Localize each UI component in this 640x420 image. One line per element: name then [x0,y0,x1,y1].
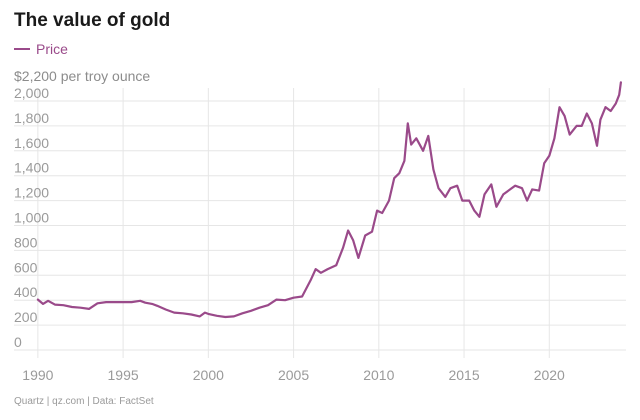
source-note: Quartz | qz.com | Data: FactSet [14,396,154,407]
grid-lines [14,88,626,358]
y-tick-label: 2,000 [14,85,49,101]
x-tick-label: 1995 [108,367,139,383]
chart-title: The value of gold [14,10,171,31]
x-tick-labels: 1990 1995 2000 2005 2010 2015 2020 [22,367,565,383]
x-tick-label: 2000 [193,367,224,383]
x-tick-label: 2020 [534,367,565,383]
y-tick-label: 600 [14,259,38,275]
series-layer [36,81,623,319]
y-tick-label: 1,000 [14,210,49,226]
y-tick-label: 1,200 [14,185,49,201]
x-tick-label: 2015 [448,367,479,383]
y-tick-label: 200 [14,309,38,325]
series-line-price [36,81,623,319]
y-tick-label: 400 [14,284,38,300]
y-tick-label: 0 [14,334,22,350]
legend-label: Price [36,41,68,57]
x-tick-label: 1990 [22,367,53,383]
legend: Price [14,41,68,57]
y-axis-label: $2,200 per troy ounce [14,68,151,84]
x-tick-label: 2010 [363,367,394,383]
y-tick-label: 800 [14,234,38,250]
y-tick-labels: 0 200 400 600 800 1,000 1,200 1,400 1,600 1,800 2,… [14,85,49,350]
y-tick-label: 1,400 [14,160,49,176]
y-tick-label: 1,600 [14,135,49,151]
x-tick-label: 2005 [278,367,309,383]
legend-swatch [14,48,30,50]
y-tick-label: 1,800 [14,110,49,126]
